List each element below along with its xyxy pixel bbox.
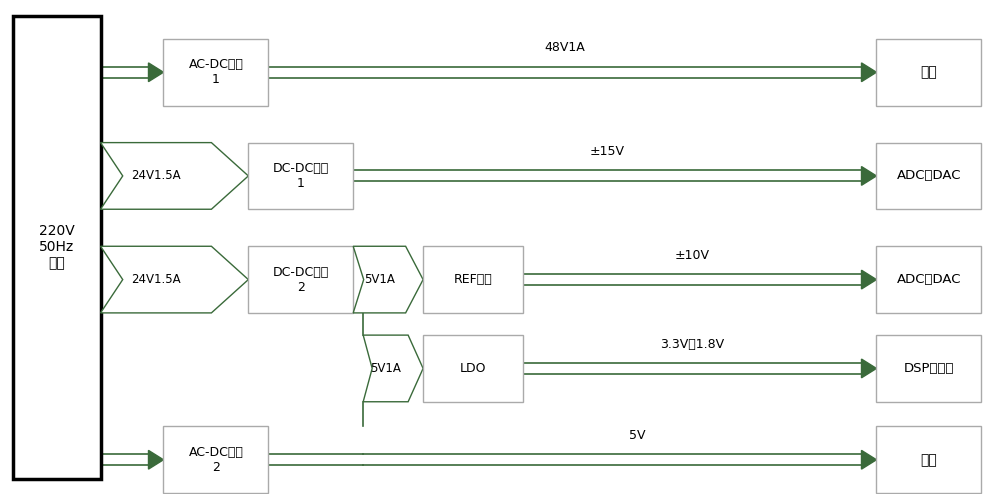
Text: ±10V: ±10V bbox=[675, 249, 710, 262]
Text: 24V1.5A: 24V1.5A bbox=[131, 169, 181, 183]
Polygon shape bbox=[861, 359, 876, 378]
Bar bbox=[876, 247, 981, 313]
Bar bbox=[876, 143, 981, 209]
Polygon shape bbox=[101, 143, 248, 209]
Text: 220V
50Hz
电源: 220V 50Hz 电源 bbox=[39, 224, 74, 271]
Text: 3.3V、1.8V: 3.3V、1.8V bbox=[660, 338, 724, 350]
Text: DC-DC模块
2: DC-DC模块 2 bbox=[273, 266, 329, 294]
Bar bbox=[876, 335, 981, 402]
Text: 48V1A: 48V1A bbox=[545, 42, 585, 54]
Polygon shape bbox=[148, 63, 163, 82]
Bar bbox=[876, 39, 981, 105]
Bar bbox=[163, 426, 268, 493]
Polygon shape bbox=[363, 335, 423, 402]
Polygon shape bbox=[861, 63, 876, 82]
Polygon shape bbox=[861, 450, 876, 469]
Bar bbox=[423, 247, 523, 313]
Bar bbox=[876, 426, 981, 493]
Text: 5V1A: 5V1A bbox=[364, 273, 395, 286]
Text: AC-DC模块
1: AC-DC模块 1 bbox=[188, 58, 243, 86]
Polygon shape bbox=[101, 247, 248, 313]
Bar bbox=[248, 143, 353, 209]
Bar bbox=[248, 247, 353, 313]
Text: 24V1.5A: 24V1.5A bbox=[131, 273, 181, 286]
Text: AC-DC模块
2: AC-DC模块 2 bbox=[188, 446, 243, 474]
Bar bbox=[163, 39, 268, 105]
Polygon shape bbox=[861, 270, 876, 289]
Text: DC-DC模块
1: DC-DC模块 1 bbox=[273, 162, 329, 190]
Text: ADC、DAC: ADC、DAC bbox=[897, 273, 961, 286]
Bar bbox=[423, 335, 523, 402]
Polygon shape bbox=[148, 450, 163, 469]
Bar bbox=[13, 15, 101, 480]
Polygon shape bbox=[861, 166, 876, 185]
Text: ADC、DAC: ADC、DAC bbox=[897, 169, 961, 183]
Polygon shape bbox=[353, 247, 423, 313]
Text: ±15V: ±15V bbox=[590, 145, 625, 158]
Text: REF芯片: REF芯片 bbox=[454, 273, 492, 286]
Text: 负载: 负载 bbox=[921, 65, 937, 79]
Text: 5V1A: 5V1A bbox=[370, 362, 401, 375]
Text: DSP、外围: DSP、外围 bbox=[904, 362, 954, 375]
Text: 外围: 外围 bbox=[921, 453, 937, 467]
Text: LDO: LDO bbox=[460, 362, 486, 375]
Text: 5V: 5V bbox=[629, 429, 646, 442]
